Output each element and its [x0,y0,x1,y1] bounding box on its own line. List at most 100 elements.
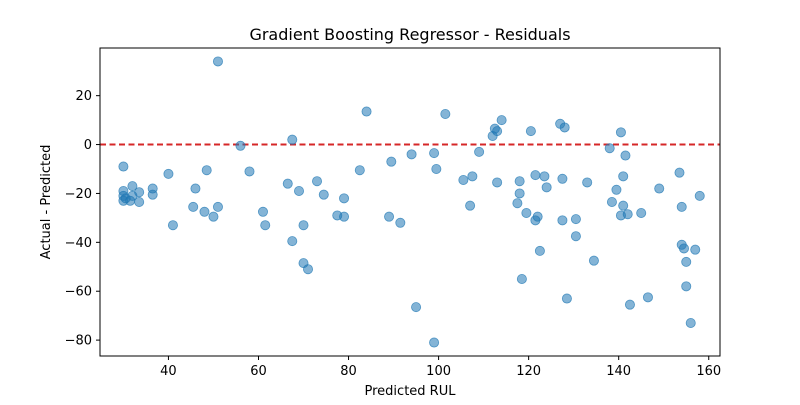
data-point [534,245,545,256]
x-tick-label: 100 [426,364,451,379]
y-axis-label: Actual - Predicted [39,145,54,260]
data-point [606,196,617,207]
data-point [570,231,581,242]
data-point [298,220,309,231]
data-point [694,190,705,201]
data-point [678,243,689,254]
data-point [557,215,568,226]
x-tick-label: 160 [696,364,721,379]
y-tick-label: −60 [65,285,92,300]
data-point [514,188,525,199]
data-point [690,244,701,255]
data-point [167,220,178,231]
data-point [654,183,665,194]
data-point [561,293,572,304]
data-point [386,156,397,167]
data-point [312,176,323,187]
data-point [604,143,615,154]
data-point [318,189,329,200]
data-point [570,214,581,225]
data-point [287,134,298,145]
data-point [681,281,692,292]
data-point [118,161,129,172]
data-point [539,171,550,182]
data-point [681,256,692,267]
y-tick-label: −20 [65,187,92,202]
data-point [525,126,536,137]
data-point [458,174,469,185]
data-point [620,150,631,161]
data-point [260,220,271,231]
y-tick-label: −80 [65,334,92,349]
data-point [532,211,543,222]
data-point [496,115,507,126]
data-point [685,317,696,328]
data-point [588,255,599,266]
data-point [611,184,622,195]
data-point [541,182,552,193]
data-point [244,166,255,177]
data-point [339,193,350,204]
data-point [582,177,593,188]
data-point [512,198,523,209]
data-point [474,146,485,157]
y-tick-label: 0 [84,138,92,153]
x-axis-label: Predicted RUL [365,384,457,399]
data-point [429,148,440,159]
data-point [557,173,568,184]
data-point [147,183,158,194]
data-point [395,217,406,228]
data-point [294,185,305,196]
data-point [530,170,541,181]
data-point [514,176,525,187]
data-point [190,183,201,194]
data-point [618,200,629,211]
data-point [188,201,199,212]
data-point [429,337,440,348]
data-point [134,187,145,198]
data-point [431,163,442,174]
data-point [127,181,138,192]
x-tick-label: 140 [606,364,631,379]
x-tick-label: 120 [516,364,541,379]
data-point [201,165,212,176]
data-point [559,122,570,133]
x-tick-label: 40 [160,364,177,379]
data-point [618,171,629,182]
data-point [235,140,246,151]
data-point [287,236,298,247]
x-tick-label: 60 [250,364,267,379]
data-point [199,206,210,217]
y-tick-label: −40 [65,236,92,251]
plot-frame [99,47,721,357]
data-point [257,206,268,217]
x-tick-label: 80 [340,364,357,379]
data-point [282,178,293,189]
data-point [163,168,174,179]
data-point [354,165,365,176]
data-point [134,196,145,207]
data-point [361,106,372,117]
data-point [406,149,417,160]
data-point [492,126,503,137]
plot-area: 40 60 80 100 120 140 160 −80 −60 −40 −20 0 20 [65,47,721,379]
data-point [212,201,223,212]
data-point [492,177,503,188]
data-point [642,292,653,303]
data-point [467,171,478,182]
data-point [339,211,350,222]
data-point [440,109,451,120]
data-point [465,200,476,211]
data-point [212,56,223,67]
data-point [411,302,422,313]
data-point [622,209,633,220]
data-point [384,211,395,222]
data-point [303,264,314,275]
data-point [516,273,527,284]
data-point [615,127,626,138]
data-point [521,207,532,218]
chart-title: Gradient Boosting Regressor - Residuals [249,25,570,44]
data-point [208,211,219,222]
